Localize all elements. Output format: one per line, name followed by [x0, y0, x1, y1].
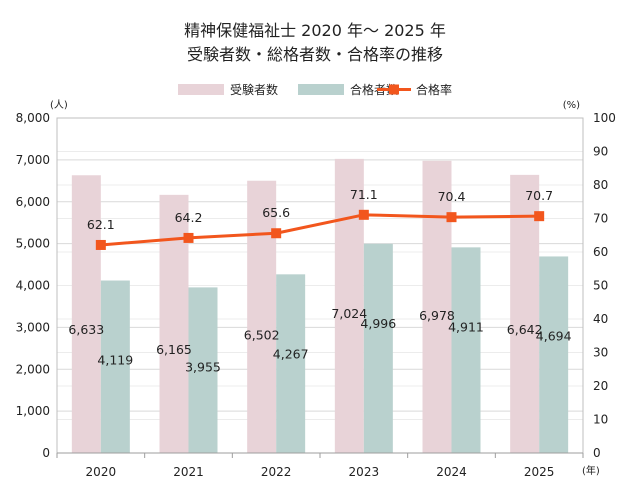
y-right-tick-label: 20 — [593, 379, 608, 393]
data-label-passers: 4,119 — [97, 353, 133, 368]
marker-pass-rate — [183, 232, 194, 243]
data-label-applicants: 6,978 — [419, 308, 455, 323]
data-label-applicants: 6,502 — [244, 328, 280, 343]
y-right-tick-label: 50 — [593, 279, 608, 293]
marker-pass-rate — [534, 211, 545, 222]
data-label-pass-rate: 71.1 — [350, 187, 378, 202]
x-tick-label: 2025 — [524, 465, 555, 479]
x-unit: (年) — [582, 464, 600, 477]
bar-passers — [363, 243, 393, 453]
bar-passers — [539, 256, 569, 453]
bar-passers — [276, 274, 306, 453]
line-pass-rate — [100, 213, 540, 247]
y-right-tick-label: 60 — [593, 245, 608, 259]
legend-label-passers: 合格者数 — [350, 82, 398, 97]
y-right-tick-label: 90 — [593, 145, 608, 159]
data-label-applicants: 6,165 — [156, 342, 192, 357]
legend: 受験者数 合格者数 合格率 — [178, 82, 452, 97]
y-left-tick-label: 6,000 — [16, 195, 50, 209]
y-right-tick-label: 10 — [593, 413, 608, 427]
bar-applicants — [510, 174, 540, 453]
data-label-applicants: 6,642 — [507, 322, 543, 337]
y-left-tick-label: 5,000 — [16, 237, 50, 251]
y-left-tick-label: 2,000 — [16, 362, 50, 376]
data-label-pass-rate: 65.6 — [262, 205, 290, 220]
legend-label-applicants: 受験者数 — [230, 82, 278, 97]
marker-pass-rate — [358, 209, 369, 220]
chart-subtitle: 受験者数・総格者数・合格率の推移 — [187, 45, 443, 64]
data-label-pass-rate: 62.1 — [87, 217, 115, 232]
marker-pass-rate — [95, 239, 106, 250]
y-right-tick-label: 30 — [593, 346, 608, 360]
y-right-tick-label: 100 — [593, 111, 616, 125]
data-label-applicants: 6,633 — [68, 322, 104, 337]
y-left-tick-label: 0 — [42, 446, 50, 460]
data-label-passers: 3,955 — [185, 359, 221, 374]
y-left-tick-label: 3,000 — [16, 320, 50, 334]
y-left-unit: (人) — [50, 99, 68, 111]
chart-title: 精神保健福祉士 2020 年～ 2025 年 — [184, 21, 446, 40]
y-right-tick-label: 40 — [593, 312, 608, 326]
data-label-applicants: 7,024 — [331, 306, 367, 321]
x-tick-label: 2021 — [173, 465, 204, 479]
y-right-unit: (%) — [563, 100, 580, 111]
x-tick-label: 2022 — [261, 465, 292, 479]
bar-passers — [188, 287, 218, 453]
bar-applicants — [422, 160, 452, 453]
data-label-pass-rate: 70.4 — [438, 189, 466, 204]
x-tick-label: 2023 — [349, 465, 380, 479]
data-label-passers: 4,267 — [273, 346, 309, 361]
marker-pass-rate — [271, 228, 282, 239]
data-label-passers: 4,694 — [536, 328, 572, 343]
marker-pass-rate — [446, 212, 457, 223]
y-right-tick-label: 80 — [593, 178, 608, 192]
legend-label-pass-rate: 合格率 — [416, 82, 452, 97]
y-left-tick-label: 1,000 — [16, 404, 50, 418]
data-label-pass-rate: 64.2 — [175, 210, 203, 225]
bar-passers — [100, 280, 130, 453]
y-left-tick-label: 4,000 — [16, 279, 50, 293]
data-label-passers: 4,996 — [360, 316, 396, 331]
data-label-pass-rate: 70.7 — [525, 188, 553, 203]
x-tick-label: 2024 — [436, 465, 467, 479]
legend-marker-pass-rate — [389, 84, 399, 95]
y-right-tick-label: 70 — [593, 212, 608, 226]
bar-applicants — [247, 180, 277, 453]
x-tick-label: 2020 — [86, 465, 117, 479]
legend-swatch-passers — [298, 84, 344, 95]
y-right-tick-label: 0 — [593, 446, 601, 460]
bar-passers — [451, 247, 481, 453]
plot-area: 0 1,000 2,000 3,000 4,000 5,000 6,000 7,000 8,00… — [16, 111, 616, 479]
y-left-tick-label: 7,000 — [16, 153, 50, 167]
bar-applicants — [334, 158, 364, 453]
legend-swatch-applicants — [178, 84, 224, 95]
y-left-tick-label: 8,000 — [16, 111, 50, 125]
data-label-passers: 4,911 — [448, 319, 484, 334]
bar-applicants — [71, 175, 101, 454]
